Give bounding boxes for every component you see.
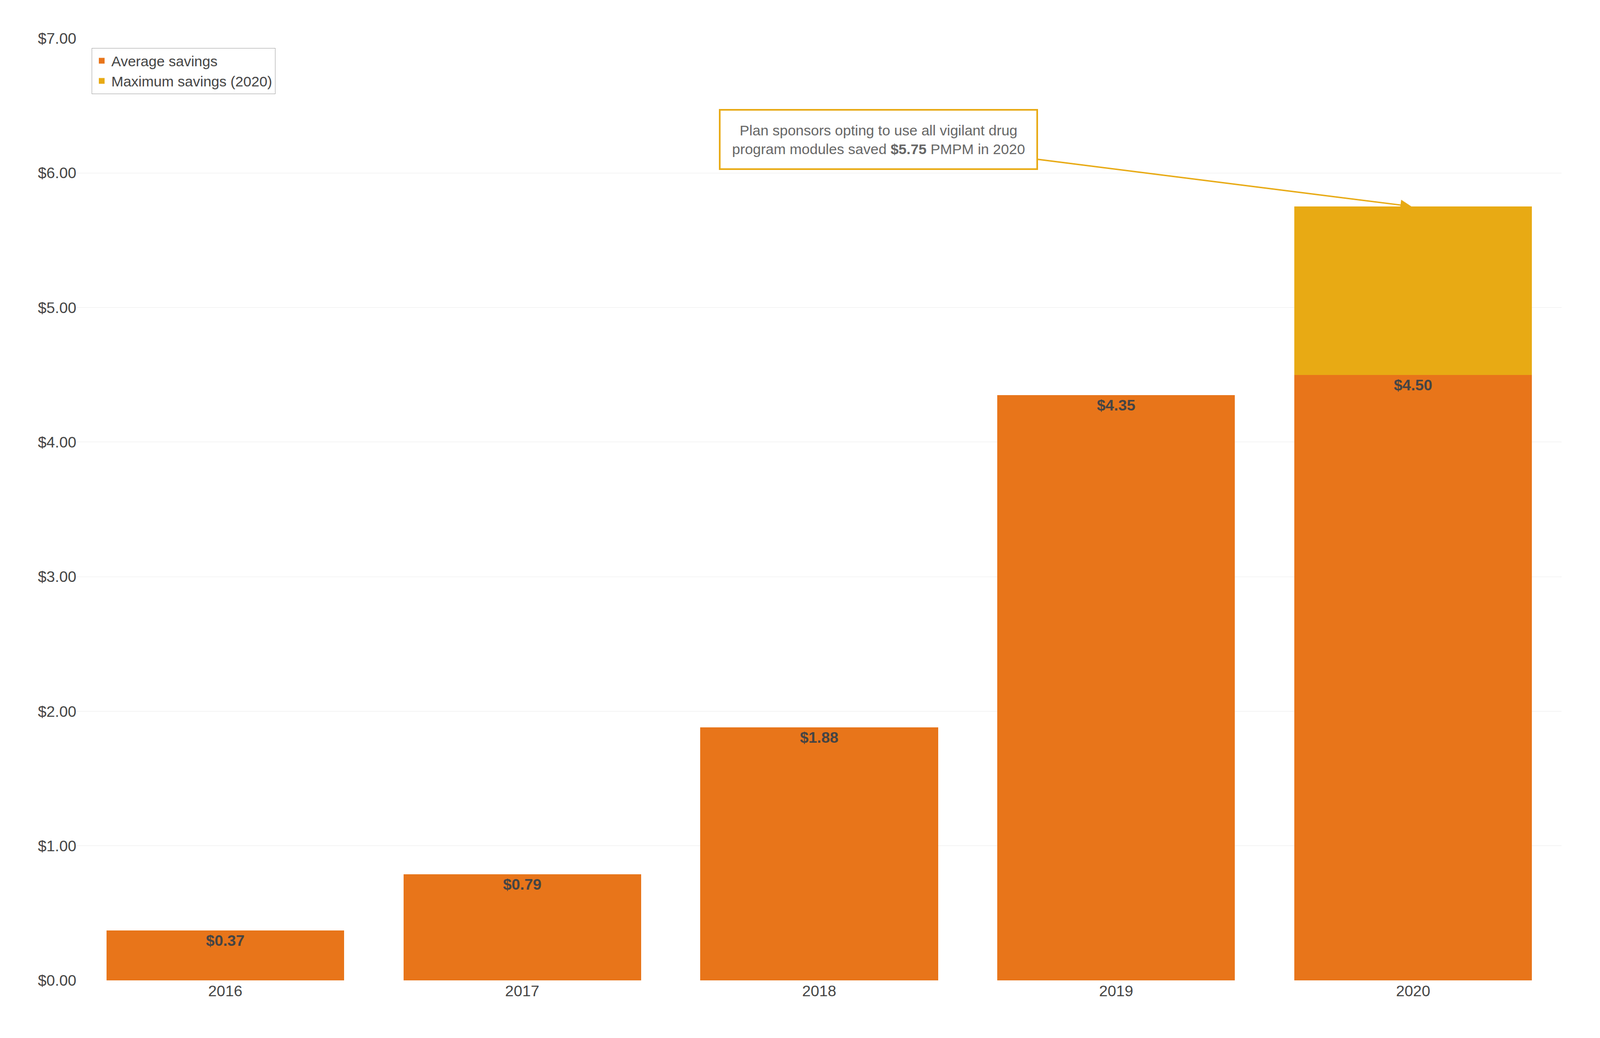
svg-text:2019: 2019 <box>1098 981 1134 1000</box>
svg-text:2018: 2018 <box>801 981 836 1000</box>
svg-text:Average savings: Average savings <box>111 53 218 70</box>
svg-text:$2.00: $2.00 <box>37 702 77 720</box>
svg-text:$7.00: $7.00 <box>37 29 77 48</box>
svg-text:$1.88: $1.88 <box>800 728 839 746</box>
svg-text:$1.00: $1.00 <box>37 836 77 855</box>
svg-text:2016: 2016 <box>208 981 243 1000</box>
svg-text:$4.50: $4.50 <box>1394 376 1433 394</box>
svg-text:$0.00: $0.00 <box>37 971 77 989</box>
svg-text:$0.79: $0.79 <box>502 875 542 893</box>
svg-text:$6.00: $6.00 <box>37 164 77 182</box>
svg-text:$3.00: $3.00 <box>37 567 77 586</box>
svg-text:2017: 2017 <box>505 981 540 1000</box>
svg-text:Plan sponsors opting to use al: Plan sponsors opting to use all vigilant… <box>732 122 1026 157</box>
svg-text:$5.00: $5.00 <box>37 298 77 317</box>
svg-text:$0.37: $0.37 <box>205 931 245 949</box>
svg-text:$4.35: $4.35 <box>1097 396 1136 414</box>
svg-text:$4.00: $4.00 <box>37 433 77 451</box>
svg-text:Maximum savings (2020): Maximum savings (2020) <box>111 73 273 90</box>
svg-text:2020: 2020 <box>1396 981 1431 1000</box>
